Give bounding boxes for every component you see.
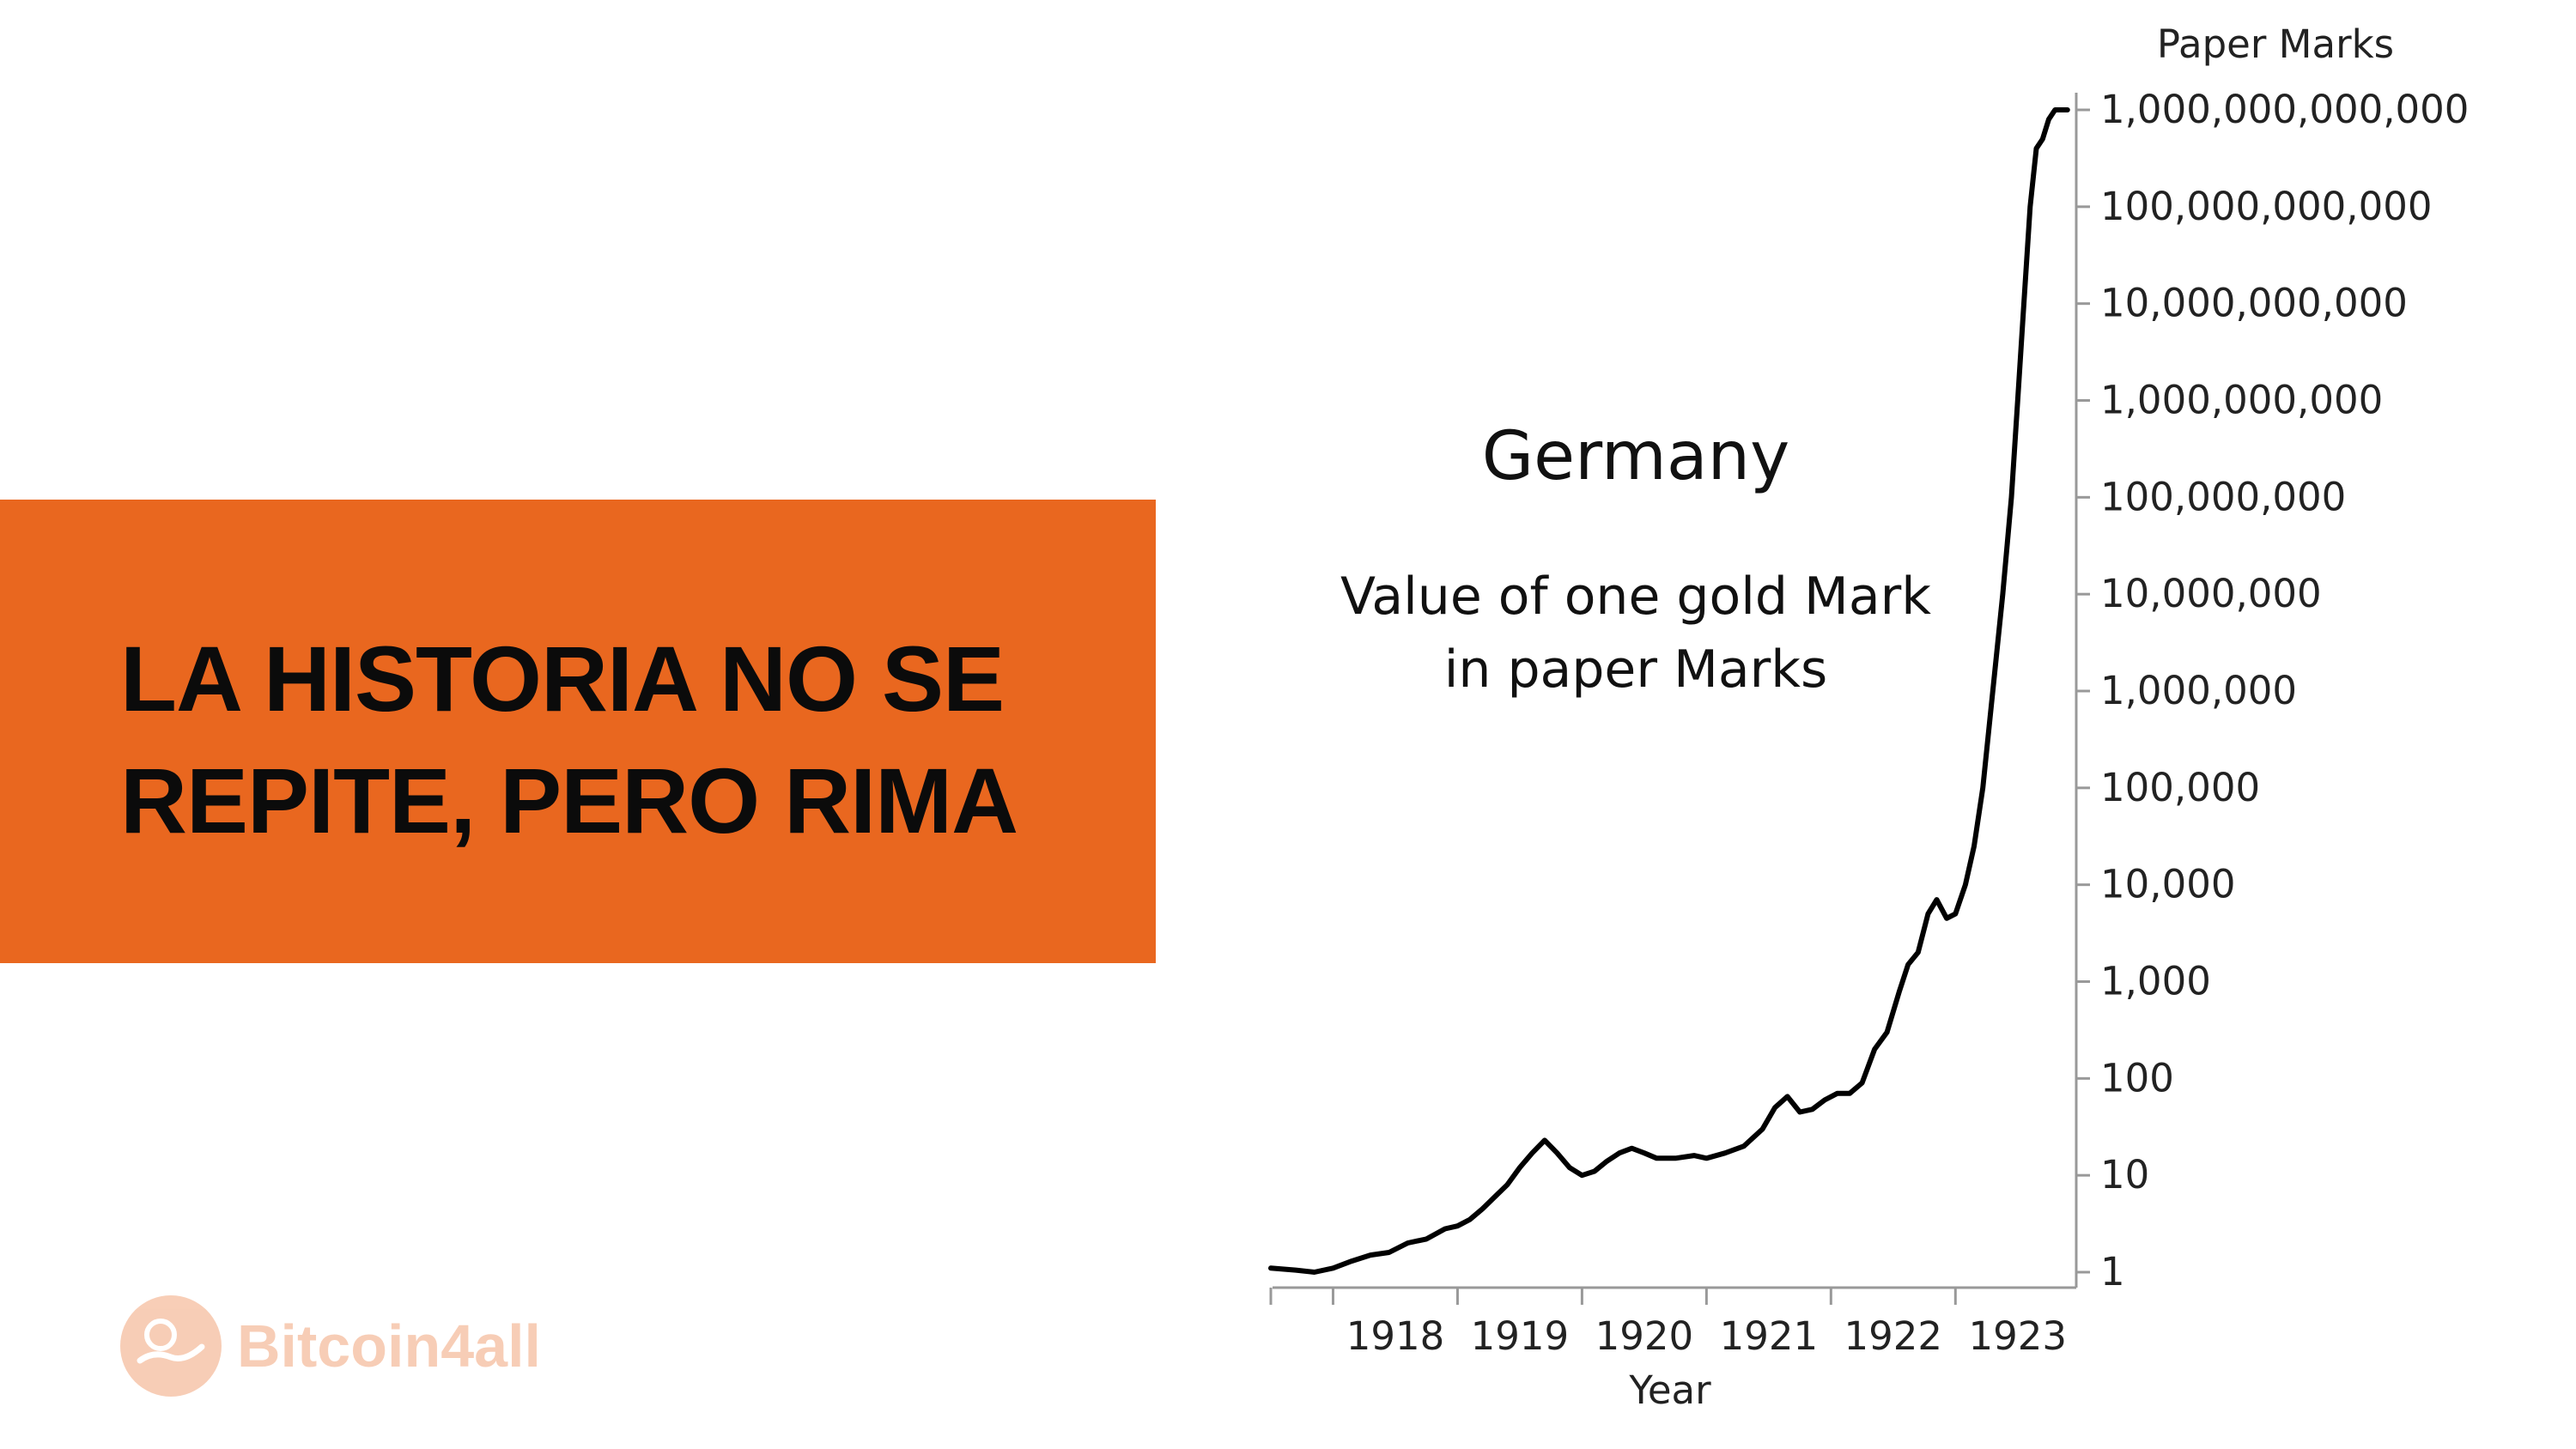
x-tick-label: 1923 <box>1969 1313 2068 1359</box>
headline-line-2: REPITE, PERO RIMA <box>120 749 1018 852</box>
brand-name: Bitcoin4all <box>237 1313 541 1379</box>
y-tick-label: 100,000,000 <box>2100 474 2346 519</box>
y-tick-label: 100,000,000,000 <box>2100 184 2432 229</box>
chart-axes: 1 10 100 1,000 10,000 100,000 1,000,000 10,000,… <box>1269 87 2469 1359</box>
series-line <box>1268 107 2070 1275</box>
y-tick-label: 10,000,000 <box>2100 571 2322 616</box>
headline-line-1: LA HISTORIA NO SE <box>120 627 1005 731</box>
y-tick-label: 1,000,000 <box>2100 668 2297 713</box>
y-tick-label: 10,000,000,000 <box>2100 281 2408 326</box>
headline-text: LA HISTORIA NO SE REPITE, PERO RIMA <box>120 618 1116 862</box>
y-tick-label: 1 <box>2100 1249 2125 1294</box>
chart-series <box>1268 107 2070 1275</box>
brand-logo: Bitcoin4all <box>120 1294 541 1397</box>
y-tick-label: 1,000,000,000,000 <box>2100 87 2469 132</box>
headline-banner: LA HISTORIA NO SE REPITE, PERO RIMA <box>0 500 1156 963</box>
y-axis-title: Paper Marks <box>2157 21 2394 67</box>
hand-coin-icon <box>120 1295 222 1397</box>
y-tick-label: 1,000,000,000 <box>2100 378 2383 423</box>
y-tick-label: 100 <box>2100 1055 2174 1100</box>
chart-subtitle-line-2: in paper Marks <box>1444 640 1828 700</box>
chart-title: Germany <box>1482 418 1790 495</box>
x-tick-label: 1919 <box>1471 1313 1570 1359</box>
x-tick-label: 1918 <box>1346 1313 1445 1359</box>
x-axis-title: Year <box>1628 1367 1711 1413</box>
x-tick-label: 1920 <box>1595 1313 1694 1359</box>
y-tick-label: 10 <box>2100 1152 2149 1197</box>
y-tick-label: 10,000 <box>2100 862 2235 907</box>
y-tick-label: 1,000 <box>2100 959 2211 1004</box>
x-tick-label: 1921 <box>1720 1313 1819 1359</box>
x-tick-label: 1922 <box>1844 1313 1943 1359</box>
y-tick-label: 100,000 <box>2100 765 2260 810</box>
chart-subtitle-line-1: Value of one gold Mark <box>1340 567 1931 627</box>
